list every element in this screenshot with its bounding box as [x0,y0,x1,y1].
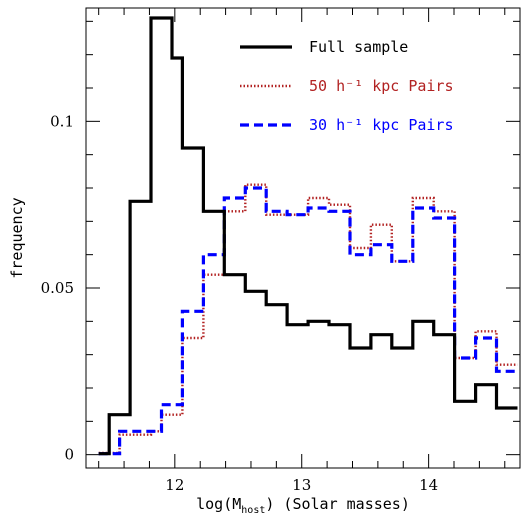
legend-label-1: 50 h⁻¹ kpc Pairs [309,77,454,95]
y-tick-label: 0 [64,446,74,464]
axis-ticks [86,8,520,468]
y-tick-label: 0.05 [41,279,74,297]
legend-label-0: Full sample [309,38,408,56]
y-axis-title: frequency [8,197,26,278]
y-tick-label: 0.1 [50,112,74,130]
series-line-2 [98,186,518,456]
legend: Full sample 50 h⁻¹ kpc Pairs 30 h⁻¹ kpc Pa… [240,38,454,134]
x-axis-title-prefix: log(M [196,495,241,513]
plot-frame [85,7,521,469]
x-tick-label: 14 [419,476,438,494]
series-line-0 [98,16,518,456]
x-tick-label: 13 [292,476,311,494]
tick-labels: 12 13 14 0 0.05 0.1 [41,112,439,494]
legend-label-2: 30 h⁻¹ kpc Pairs [309,116,454,134]
x-axis-title-subscript: host [241,505,265,516]
x-tick-label: 12 [165,476,184,494]
histogram-series [98,16,518,456]
x-axis-title-suffix: ) (Solar masses) [265,495,410,513]
x-axis-title: log(Mhost) (Solar masses) [196,495,410,516]
